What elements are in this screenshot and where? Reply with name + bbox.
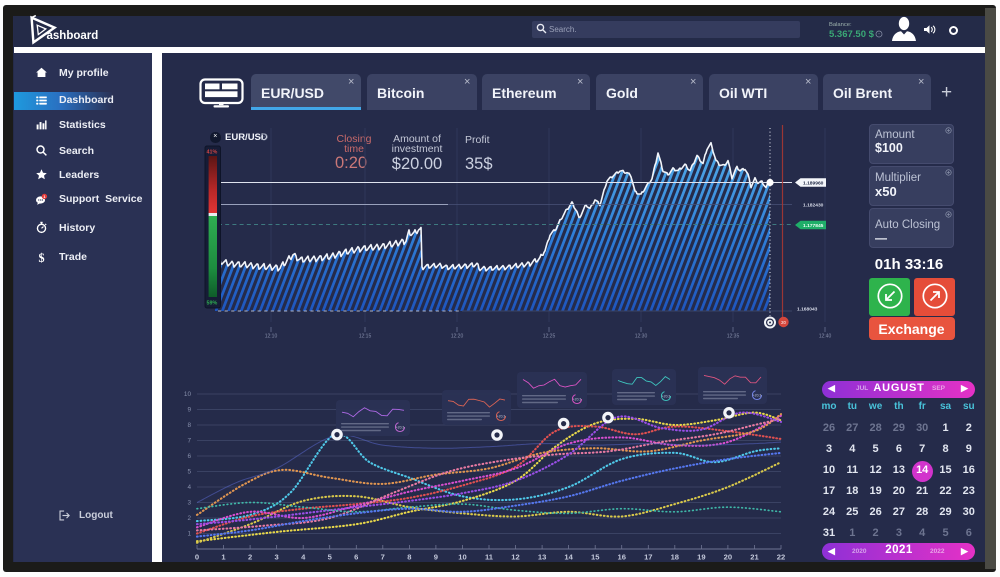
svg-text:1: 1 xyxy=(221,553,226,562)
svg-text:1.189960: 1.189960 xyxy=(803,181,824,187)
svg-text:12:10: 12:10 xyxy=(265,334,278,340)
svg-text:12:15: 12:15 xyxy=(359,334,372,340)
svg-text:1: 1 xyxy=(43,193,46,198)
svg-text:14: 14 xyxy=(564,553,573,562)
svg-text:2: 2 xyxy=(248,553,252,562)
svg-text:4: 4 xyxy=(301,553,306,562)
svg-text:41%: 41% xyxy=(207,150,218,156)
svg-text:+20.3: +20.3 xyxy=(497,415,506,419)
svg-text:+20.3: +20.3 xyxy=(662,395,671,399)
svg-text:9: 9 xyxy=(434,553,438,562)
svg-text:1.168043: 1.168043 xyxy=(797,307,818,313)
svg-text:20: 20 xyxy=(781,320,786,325)
svg-text:11: 11 xyxy=(485,553,494,562)
svg-text:59%: 59% xyxy=(207,301,218,307)
svg-text:19: 19 xyxy=(697,553,705,562)
svg-text:12:35: 12:35 xyxy=(727,334,740,340)
svg-text:3: 3 xyxy=(274,553,278,562)
svg-text:10: 10 xyxy=(184,391,192,398)
svg-text:8: 8 xyxy=(187,422,191,429)
svg-text:+20.3: +20.3 xyxy=(753,394,762,398)
svg-text:1.177845: 1.177845 xyxy=(803,223,824,229)
svg-text:22: 22 xyxy=(777,553,785,562)
svg-text:5: 5 xyxy=(187,469,191,476)
svg-text:13: 13 xyxy=(538,553,546,562)
svg-text:5: 5 xyxy=(328,553,333,562)
svg-text:8: 8 xyxy=(407,553,411,562)
svg-text:+20.3: +20.3 xyxy=(396,426,405,430)
svg-text:7: 7 xyxy=(381,553,385,562)
svg-text:*: * xyxy=(878,32,880,37)
svg-text:12:20: 12:20 xyxy=(451,334,464,340)
svg-text:12:40: 12:40 xyxy=(819,334,832,340)
svg-text:12:25: 12:25 xyxy=(543,334,556,340)
svg-text:18: 18 xyxy=(671,553,679,562)
svg-text:1.182430: 1.182430 xyxy=(803,203,824,209)
svg-text:12: 12 xyxy=(511,553,519,562)
svg-text:0: 0 xyxy=(195,553,199,562)
svg-text:ashboard: ashboard xyxy=(47,30,99,42)
svg-text:3: 3 xyxy=(187,500,191,507)
svg-text:17: 17 xyxy=(644,553,652,562)
svg-text:9: 9 xyxy=(187,407,191,414)
svg-text:10: 10 xyxy=(458,553,466,562)
svg-text:$: $ xyxy=(38,251,44,264)
svg-text:1: 1 xyxy=(187,531,191,538)
svg-text:+20.3: +20.3 xyxy=(573,398,582,402)
svg-text:6: 6 xyxy=(354,553,358,562)
svg-text:20: 20 xyxy=(724,553,732,562)
svg-text:15: 15 xyxy=(591,553,600,562)
svg-text:16: 16 xyxy=(617,553,625,562)
svg-text:2: 2 xyxy=(187,515,191,522)
svg-text:7: 7 xyxy=(187,438,191,445)
svg-text:21: 21 xyxy=(750,553,759,562)
svg-text:*: * xyxy=(263,135,265,140)
svg-text:6: 6 xyxy=(187,453,191,460)
svg-text:4: 4 xyxy=(187,484,191,491)
svg-text:12:30: 12:30 xyxy=(635,334,648,340)
